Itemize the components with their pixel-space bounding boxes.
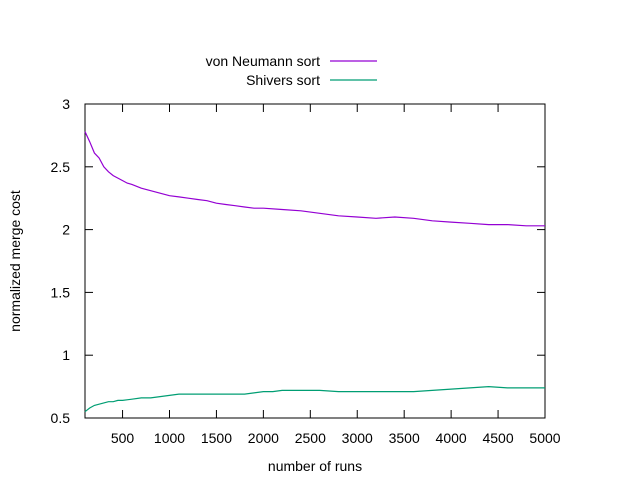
y-tick-label: 1.5 xyxy=(51,284,71,300)
y-tick-label: 2.5 xyxy=(51,159,71,175)
x-tick-label: 4000 xyxy=(436,430,467,446)
y-axis-label: normalized merge cost xyxy=(7,190,23,332)
x-tick-label: 500 xyxy=(111,430,135,446)
x-tick-label: 2500 xyxy=(295,430,326,446)
plot-area-frame xyxy=(84,103,546,419)
y-tick-label: 1 xyxy=(62,347,70,363)
x-tick-label: 3500 xyxy=(389,430,420,446)
y-tick-labels: 0.5 1 1.5 2 2.5 3 xyxy=(51,96,71,426)
y-tick-label: 0.5 xyxy=(51,410,71,426)
x-tick-label: 2000 xyxy=(248,430,279,446)
y-tick-label: 2 xyxy=(62,222,70,238)
x-tick-labels: 500 1000 1500 2000 2500 3000 3500 4000 4500 5000 xyxy=(111,430,561,446)
x-tick-label: 1000 xyxy=(154,430,185,446)
legend-label: Shivers sort xyxy=(246,72,320,88)
y-tick-label: 3 xyxy=(62,96,70,112)
x-tick-label: 4500 xyxy=(482,430,513,446)
series-line-shivers-sort xyxy=(84,385,545,413)
x-tick-label: 3000 xyxy=(342,430,373,446)
series-lines xyxy=(84,131,545,413)
x-axis-label: number of runs xyxy=(268,458,362,474)
x-tick-label: 5000 xyxy=(529,430,560,446)
x-tick-label: 1500 xyxy=(201,430,232,446)
axis-ticks xyxy=(85,103,546,419)
legend-label: von Neumann sort xyxy=(206,53,321,69)
legend: von Neumann sort Shivers sort xyxy=(206,53,377,88)
series-line-von-neumann-sort xyxy=(84,131,545,227)
